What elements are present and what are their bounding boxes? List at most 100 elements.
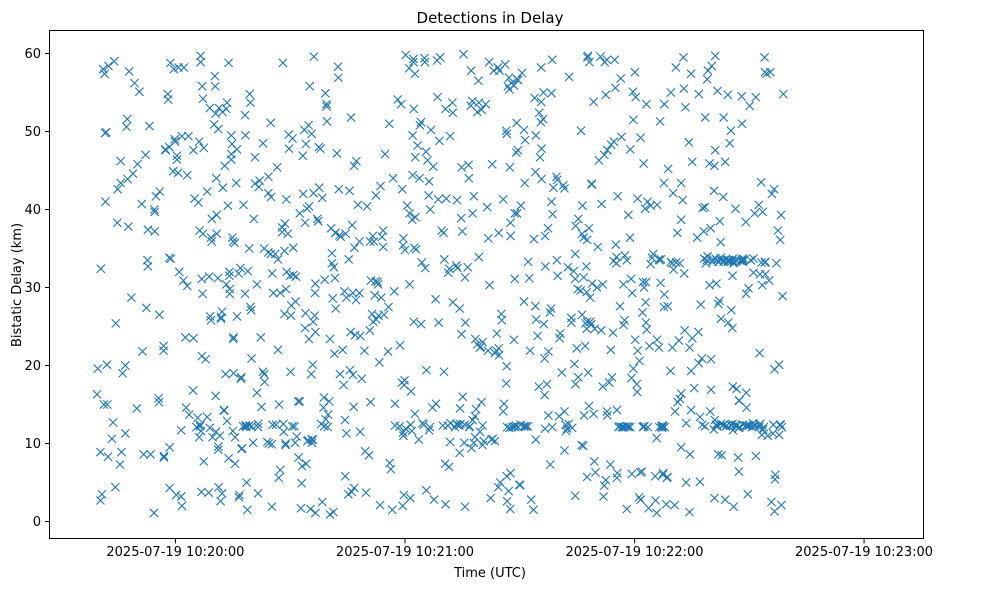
data-point (224, 453, 234, 463)
data-point (182, 281, 192, 291)
data-point (529, 505, 538, 515)
data-point (616, 73, 626, 83)
data-point (128, 169, 138, 179)
data-point (230, 238, 240, 248)
data-point (211, 391, 221, 401)
data-point (743, 489, 753, 499)
data-point (227, 233, 237, 243)
data-point (199, 456, 209, 466)
data-point (115, 460, 125, 470)
data-point (566, 318, 576, 328)
data-point (353, 200, 363, 210)
data-point (386, 464, 396, 474)
data-point (586, 319, 596, 329)
data-point (240, 289, 250, 299)
data-point (424, 190, 434, 200)
data-point (173, 168, 183, 178)
data-point (686, 366, 696, 376)
data-point (171, 490, 181, 500)
data-point (502, 496, 512, 506)
data-point (431, 399, 441, 409)
data-point (686, 405, 696, 415)
data-point (678, 195, 688, 205)
data-point (184, 410, 194, 420)
data-point (120, 361, 130, 370)
data-point (324, 396, 334, 406)
data-point (222, 416, 232, 426)
data-point (472, 107, 482, 117)
data-point (242, 478, 252, 487)
data-point (582, 472, 592, 482)
data-point (519, 297, 529, 307)
data-point (107, 434, 117, 444)
data-point (524, 273, 534, 283)
data-point (540, 390, 550, 400)
data-point (405, 279, 415, 289)
data-point (513, 75, 523, 85)
data-point (776, 500, 786, 510)
data-point (397, 184, 407, 194)
data-point (602, 410, 612, 420)
data-point (763, 431, 773, 441)
data-point (602, 407, 612, 417)
data-point (585, 293, 595, 303)
data-point (354, 288, 364, 298)
data-point (774, 430, 784, 440)
data-point (398, 501, 408, 511)
data-point (530, 167, 540, 177)
data-point (351, 156, 361, 166)
data-point (176, 425, 186, 435)
data-point (512, 208, 522, 218)
data-point (182, 170, 192, 180)
y-tick-label: 60 (24, 47, 41, 62)
data-point (194, 137, 204, 147)
data-point (230, 432, 240, 442)
data-point (479, 436, 489, 446)
data-point (247, 353, 257, 363)
data-point (670, 407, 680, 417)
data-point (597, 199, 607, 209)
data-point (530, 93, 540, 103)
data-point (416, 319, 426, 329)
data-point (424, 425, 434, 435)
data-point (398, 240, 408, 250)
data-point (419, 53, 429, 63)
data-point (369, 236, 379, 246)
data-point (726, 305, 736, 315)
data-point (390, 399, 400, 409)
data-point (651, 495, 661, 505)
data-point (674, 336, 684, 346)
data-point (748, 254, 758, 264)
data-point (476, 397, 486, 407)
data-point (196, 426, 206, 436)
data-point (702, 74, 712, 84)
data-point (444, 264, 454, 274)
data-point (615, 301, 625, 311)
data-point (441, 499, 451, 509)
data-point (685, 343, 695, 353)
data-point (707, 61, 717, 71)
data-point (775, 235, 785, 245)
data-point (141, 150, 151, 160)
data-point (439, 367, 449, 377)
data-point (231, 178, 241, 188)
data-point (248, 438, 258, 448)
data-point (666, 88, 676, 97)
data-point (371, 190, 381, 200)
data-point (636, 133, 646, 143)
data-point (445, 437, 455, 447)
data-point (628, 87, 638, 97)
data-point (133, 159, 143, 169)
data-point (469, 191, 479, 201)
y-tick-label: 30 (24, 281, 41, 296)
data-point (580, 341, 590, 351)
data-point (713, 299, 723, 309)
data-point (623, 422, 633, 432)
data-point (240, 110, 250, 120)
data-point (672, 228, 682, 238)
data-point (494, 350, 504, 360)
data-point (589, 97, 599, 107)
data-point (421, 147, 431, 157)
data-point (215, 431, 225, 441)
data-point (349, 243, 359, 253)
